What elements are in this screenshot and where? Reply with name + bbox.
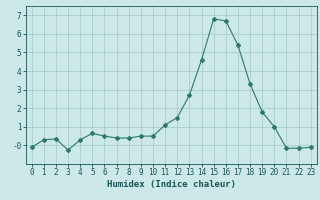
X-axis label: Humidex (Indice chaleur): Humidex (Indice chaleur)	[107, 180, 236, 189]
